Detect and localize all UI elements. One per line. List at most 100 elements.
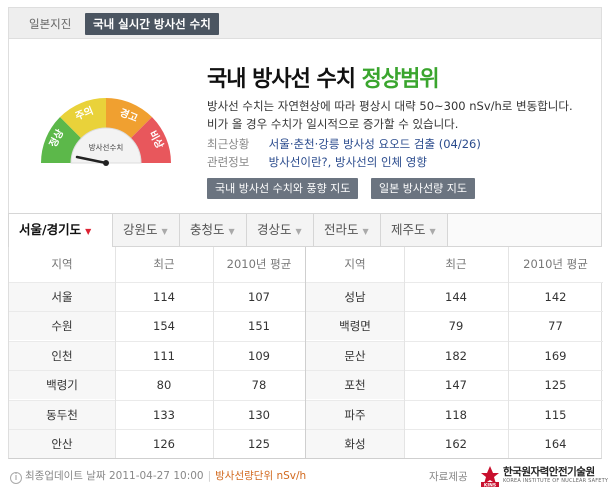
avg-2010-value: 125 [508,370,603,399]
tab-jeju[interactable]: 제주도 ▼ [381,214,448,246]
chevron-down-icon: ▼ [161,227,168,236]
recent-value: 162 [404,429,508,458]
wind-map-button[interactable]: 국내 방사선 수치와 풍향 지도 [207,178,359,199]
info-icon: i [10,472,22,484]
tab-label: 전라도 [324,222,359,237]
recent-value: 182 [404,340,508,370]
avg-2010-value: 115 [508,399,603,429]
org-name-en: KOREA INSTITUTE OF NUCLEAR SAFETY [503,478,609,484]
table-header: 지역 최근 2010년 평균 지역 최근 2010년 평균 [9,247,603,282]
avg-2010-value: 77 [508,311,603,340]
region-name: 동두천 [9,399,115,429]
tab-seoul-gyeonggi[interactable]: 서울/경기도 ▼ [9,214,113,247]
table-row: 안산 126 125 화성 162 164 [9,429,603,458]
chevron-down-icon: ▼ [85,227,92,236]
recent-situation: 최근상황 서울·춘천·강릉 방사성 요오드 검출 (04/26) [207,136,481,152]
update-label: 최종업데이트 날짜 [25,470,106,482]
recent-value: 79 [404,311,508,340]
tab-chungcheong[interactable]: 충청도 ▼ [180,214,247,246]
header-avg-2010: 2010년 평균 [523,257,588,271]
status-description: 방사선 수치는 자연현상에 따라 평상시 대략 50~300 nSv/h로 변동… [207,99,573,131]
tab-domestic-radiation[interactable]: 국내 실시간 방사선 수치 [85,13,219,35]
radiation-table: 지역 최근 2010년 평균 지역 최근 2010년 평균 서울 114 107 성남… [8,247,603,459]
avg-2010-value: 107 [213,282,305,311]
avg-2010-value: 130 [213,399,305,429]
gauge-needle-pivot [103,160,109,166]
avg-2010-value: 151 [213,311,305,340]
chevron-down-icon: ▼ [228,227,235,236]
table-row: 수원 154 151 백령면 79 77 [9,311,603,341]
chevron-down-icon: ▼ [362,227,369,236]
unit-label: 방사선량단위 nSv/h [215,470,307,482]
header-recent: 최근 [153,257,175,271]
recent-value: 126 [115,429,213,458]
region-name: 수원 [9,311,115,341]
header-region: 지역 [344,257,366,271]
kins-logo-icon: KINS [481,466,499,488]
gauge-center-label: 방사선수치 [89,142,124,152]
japan-radiation-map-button[interactable]: 일본 방사선량 지도 [371,178,475,199]
tab-label: 제주도 [391,222,426,237]
kins-logo[interactable]: KINS 한국원자력안전기술원 KOREA INSTITUTE OF NUCLE… [480,464,608,488]
column-divider [404,247,405,458]
related-separator: , [327,155,335,169]
gauge-segment-normal [41,117,82,163]
tab-label: 경상도 [257,222,292,237]
column-divider [508,247,509,458]
column-divider [305,247,306,458]
avg-2010-value: 142 [508,282,603,311]
region-name: 포천 [306,370,404,400]
region-tabs: 서울/경기도 ▼ 강원도 ▼ 충청도 ▼ 경상도 ▼ 전라도 ▼ 제주도 ▼ [8,213,602,247]
recent-label: 최근상황 [207,137,250,151]
related-link-what-is-radiation[interactable]: 방사선이란? [268,155,328,169]
region-name: 백령면 [306,311,404,341]
region-name: 문산 [306,340,404,370]
recent-value: 154 [115,311,213,340]
source-label: 자료제공 [429,471,468,483]
column-divider [115,247,116,458]
recent-value: 80 [115,370,213,399]
recent-value: 144 [404,282,508,311]
chevron-down-icon: ▼ [295,227,302,236]
status-title-prefix: 국내 방사선 수치 [207,67,356,92]
org-name: 한국원자력안전기술원 [503,466,595,478]
gauge-needle [75,155,108,165]
region-name: 백령기 [9,370,115,400]
tab-gangwon[interactable]: 강원도 ▼ [113,214,180,246]
tab-jeolla[interactable]: 전라도 ▼ [314,214,381,246]
footer: i 최종업데이트 날짜 2011-04-27 10:00 | 방사선량단위 nSv/h… [8,460,608,492]
header-avg-2010: 2010년 평균 [226,257,292,271]
column-divider [213,247,214,458]
related-link-health-effects[interactable]: 방사선의 인체 영향 [334,155,427,169]
related-label: 관련정보 [207,155,250,169]
table-row: 서울 114 107 성남 144 142 [9,282,603,311]
svg-text:KINS: KINS [484,483,496,488]
chevron-down-icon: ▼ [429,227,436,236]
region-name: 인천 [9,340,115,370]
top-tab-bar: 일본지진 국내 실시간 방사선 수치 [8,7,602,39]
avg-2010-value: 78 [213,370,305,399]
related-info: 관련정보 방사선이란?, 방사선의 인체 영향 [207,154,427,170]
status-value: 정상범위 [361,67,440,92]
recent-value: 111 [115,340,213,370]
gauge-segment-emergency [130,117,171,163]
recent-link[interactable]: 서울·춘천·강릉 방사성 요오드 검출 (04/26) [268,137,481,151]
tab-label: 강원도 [123,222,158,237]
table-row: 동두천 133 130 파주 118 115 [9,399,603,429]
recent-value: 133 [115,399,213,429]
recent-value: 114 [115,282,213,311]
tab-label: 충청도 [190,222,225,237]
update-value: 2011-04-27 10:00 [108,470,204,482]
avg-2010-value: 169 [508,340,603,370]
radiation-gauge: 정상 주의 경고 비상 방사선수치 [41,98,171,166]
tab-gyeongsang[interactable]: 경상도 ▼ [247,214,314,246]
tab-label: 서울/경기도 [19,222,82,237]
header-region: 지역 [51,257,73,271]
region-name: 성남 [306,282,404,311]
summary-panel: 정상 주의 경고 비상 방사선수치 국내 방사선 수치 정상범위 방사선 수치는… [8,39,602,213]
region-name: 안산 [9,429,115,458]
tab-japan-earthquake[interactable]: 일본지진 [29,17,72,31]
footer-divider: | [207,470,212,482]
table-row: 백령기 80 78 포천 147 125 [9,370,603,400]
update-info: i 최종업데이트 날짜 2011-04-27 10:00 | 방사선량단위 nSv/h [10,469,306,484]
